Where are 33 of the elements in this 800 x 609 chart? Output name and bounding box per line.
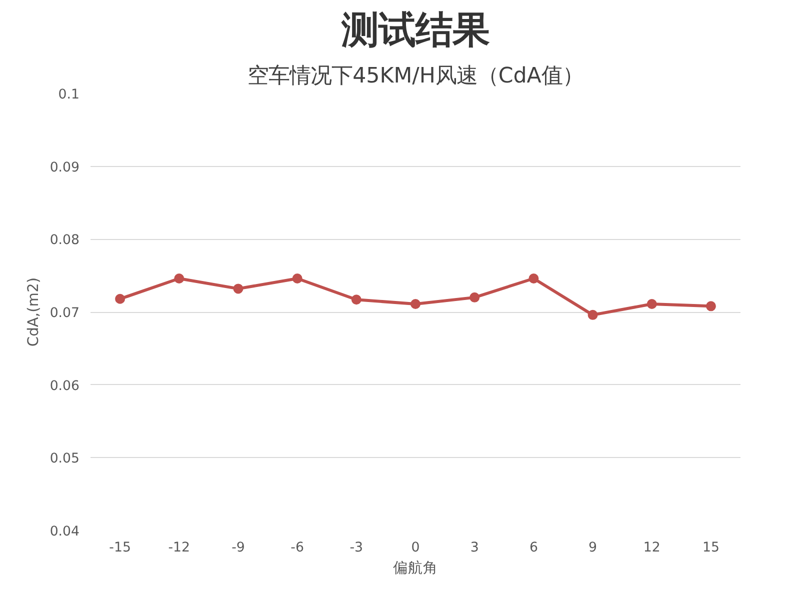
x-tick-label: 6 — [529, 540, 538, 556]
point — [351, 294, 362, 305]
x-tick-label: 9 — [588, 540, 598, 556]
x-tick-label: 15 — [702, 540, 720, 556]
point — [115, 294, 126, 304]
x-tick-label: 12 — [643, 540, 660, 556]
x-tick-label: -6 — [290, 540, 304, 556]
x-tick-label: -3 — [350, 540, 364, 556]
y-tick-label: 0.08 — [50, 233, 80, 248]
x-tick-label: 3 — [470, 540, 479, 556]
y-axis-title: CdA,(m2) — [24, 277, 42, 347]
y-tick-label: 0.09 — [50, 160, 80, 176]
point — [233, 284, 244, 294]
chart-title: 测试结果 — [340, 8, 490, 52]
x-tick-label: 0 — [411, 540, 420, 556]
y-tick-label: 0.07 — [50, 306, 80, 321]
point — [528, 274, 539, 284]
y-tick-label: 0.05 — [50, 452, 80, 467]
y-tick-label: 0.04 — [50, 524, 80, 540]
point — [292, 274, 302, 284]
x-tick-label: -12 — [168, 540, 190, 556]
y-tick-label: 0.06 — [50, 378, 80, 394]
point — [706, 301, 716, 312]
x-tick-label: -9 — [232, 540, 245, 556]
point — [174, 274, 184, 284]
point — [588, 310, 598, 320]
x-tick-label: -15 — [109, 540, 131, 556]
chart-subtitle: 空车情况下45KM/H风速（CdA值） — [248, 64, 584, 88]
point — [410, 298, 420, 309]
point — [646, 298, 657, 309]
x-axis-title: 偏航角 — [393, 560, 438, 576]
point — [470, 292, 480, 302]
y-tick-label: 0.1 — [58, 88, 80, 102]
